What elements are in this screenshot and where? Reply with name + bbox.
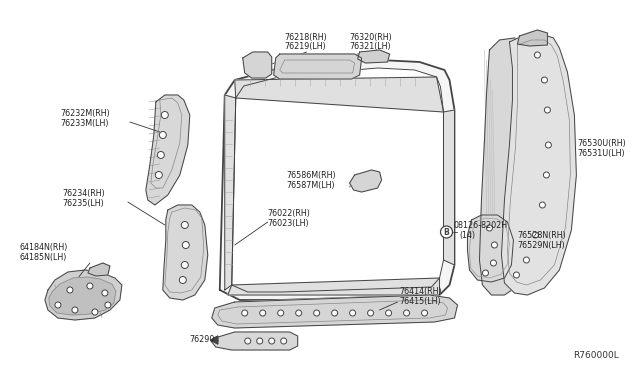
Circle shape bbox=[296, 310, 301, 316]
Text: 64184N(RH): 64184N(RH) bbox=[20, 243, 68, 252]
Circle shape bbox=[102, 290, 108, 296]
Circle shape bbox=[260, 310, 266, 316]
Polygon shape bbox=[225, 95, 236, 290]
Circle shape bbox=[486, 225, 492, 231]
Circle shape bbox=[242, 310, 248, 316]
Polygon shape bbox=[212, 332, 298, 350]
Circle shape bbox=[156, 171, 163, 179]
Text: 76587M(LH): 76587M(LH) bbox=[287, 181, 335, 190]
Circle shape bbox=[55, 302, 61, 308]
Circle shape bbox=[332, 310, 338, 316]
Circle shape bbox=[67, 287, 73, 293]
Text: 76321(LH): 76321(LH) bbox=[349, 42, 391, 51]
Polygon shape bbox=[228, 278, 440, 295]
Text: 76414(RH): 76414(RH) bbox=[399, 287, 442, 296]
Polygon shape bbox=[467, 215, 513, 282]
Circle shape bbox=[92, 309, 98, 315]
Text: 76219(LH): 76219(LH) bbox=[285, 42, 326, 51]
Text: B: B bbox=[444, 228, 449, 237]
Polygon shape bbox=[502, 34, 577, 295]
Circle shape bbox=[244, 338, 251, 344]
Polygon shape bbox=[88, 263, 110, 276]
Circle shape bbox=[278, 310, 284, 316]
Circle shape bbox=[161, 112, 168, 119]
Circle shape bbox=[483, 270, 488, 276]
Text: 76290: 76290 bbox=[189, 336, 215, 344]
Circle shape bbox=[181, 262, 188, 269]
Circle shape bbox=[159, 131, 166, 138]
Text: 76528N(RH): 76528N(RH) bbox=[517, 231, 566, 240]
Circle shape bbox=[545, 107, 550, 113]
Circle shape bbox=[545, 142, 552, 148]
Polygon shape bbox=[163, 205, 208, 300]
Polygon shape bbox=[274, 54, 362, 79]
Text: 76023(LH): 76023(LH) bbox=[268, 219, 309, 228]
Text: 76586M(RH): 76586M(RH) bbox=[287, 171, 336, 180]
Circle shape bbox=[422, 310, 428, 316]
Circle shape bbox=[87, 283, 93, 289]
Circle shape bbox=[182, 241, 189, 248]
Text: 76232M(RH): 76232M(RH) bbox=[60, 109, 109, 118]
Text: 76529N(LH): 76529N(LH) bbox=[517, 241, 565, 250]
Polygon shape bbox=[146, 95, 190, 205]
Polygon shape bbox=[235, 77, 444, 112]
Polygon shape bbox=[49, 277, 116, 315]
Polygon shape bbox=[517, 30, 547, 46]
Text: 76415(LH): 76415(LH) bbox=[399, 297, 441, 306]
Circle shape bbox=[534, 52, 540, 58]
Polygon shape bbox=[220, 60, 454, 300]
Text: 76234(RH): 76234(RH) bbox=[62, 189, 105, 198]
Text: 76531U(LH): 76531U(LH) bbox=[577, 149, 625, 158]
Circle shape bbox=[314, 310, 319, 316]
Text: 76233M(LH): 76233M(LH) bbox=[60, 119, 108, 128]
Circle shape bbox=[179, 276, 186, 283]
Text: 76320(RH): 76320(RH) bbox=[349, 33, 392, 42]
Circle shape bbox=[440, 226, 452, 238]
Circle shape bbox=[181, 221, 188, 228]
Circle shape bbox=[105, 302, 111, 308]
Text: 76022(RH): 76022(RH) bbox=[268, 209, 310, 218]
Circle shape bbox=[524, 257, 529, 263]
Polygon shape bbox=[211, 336, 218, 344]
Circle shape bbox=[532, 232, 538, 238]
Circle shape bbox=[543, 172, 549, 178]
Circle shape bbox=[157, 151, 164, 158]
Text: R760000L: R760000L bbox=[573, 351, 620, 360]
Circle shape bbox=[541, 77, 547, 83]
Circle shape bbox=[281, 338, 287, 344]
Text: 76530U(RH): 76530U(RH) bbox=[577, 139, 626, 148]
Text: 76218(RH): 76218(RH) bbox=[285, 33, 328, 42]
Circle shape bbox=[367, 310, 374, 316]
Circle shape bbox=[490, 260, 497, 266]
Polygon shape bbox=[444, 110, 454, 265]
Circle shape bbox=[492, 242, 497, 248]
Polygon shape bbox=[243, 52, 272, 78]
Polygon shape bbox=[232, 68, 444, 292]
Circle shape bbox=[72, 307, 78, 313]
Polygon shape bbox=[358, 50, 390, 63]
Text: 64185N(LH): 64185N(LH) bbox=[20, 253, 67, 262]
Text: 76235(LH): 76235(LH) bbox=[62, 199, 104, 208]
Circle shape bbox=[269, 338, 275, 344]
Polygon shape bbox=[212, 295, 458, 328]
Circle shape bbox=[257, 338, 262, 344]
Polygon shape bbox=[349, 170, 381, 192]
Polygon shape bbox=[45, 270, 122, 320]
Circle shape bbox=[404, 310, 410, 316]
Text: (14): (14) bbox=[460, 231, 476, 240]
Circle shape bbox=[540, 202, 545, 208]
Polygon shape bbox=[479, 38, 549, 295]
Circle shape bbox=[513, 272, 520, 278]
Circle shape bbox=[385, 310, 392, 316]
Circle shape bbox=[349, 310, 356, 316]
Text: 08126-8202H: 08126-8202H bbox=[454, 221, 508, 230]
